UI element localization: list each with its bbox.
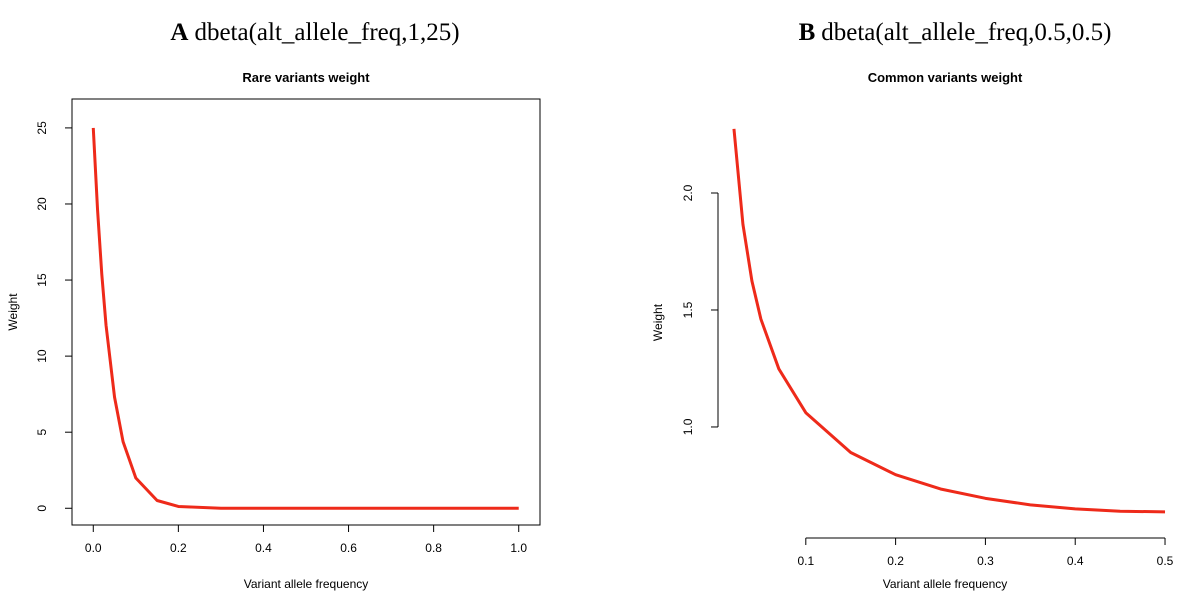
y-axis-label: Weight xyxy=(6,293,20,331)
y-tick-label: 20 xyxy=(35,197,49,211)
y-tick-label: 5 xyxy=(35,429,49,436)
y-tick-label: 25 xyxy=(35,121,49,135)
x-tick-label: 0.4 xyxy=(255,541,272,555)
panel-label: A xyxy=(170,19,188,46)
x-tick-label: 0.3 xyxy=(977,554,994,568)
panel-label: B xyxy=(799,19,816,46)
y-tick-label: 0 xyxy=(35,505,49,512)
plot-box xyxy=(71,98,541,526)
x-tick-label: 0.5 xyxy=(1157,554,1174,568)
y-tick-label: 1.0 xyxy=(681,418,695,435)
chart-title: Rare variants weight xyxy=(242,70,370,85)
x-axis-label: Variant allele frequency xyxy=(883,577,1008,591)
y-axis-label: Weight xyxy=(651,303,665,341)
x-tick-label: 0.8 xyxy=(425,541,442,555)
data-line xyxy=(732,128,1166,514)
x-tick-label: 0.6 xyxy=(340,541,357,555)
x-tick-label: 0.1 xyxy=(797,554,814,568)
y-tick-label: 1.5 xyxy=(681,301,695,318)
panel-caption: dbeta(alt_allele_freq,1,25) xyxy=(194,19,459,46)
chart-title: Common variants weight xyxy=(868,70,1023,85)
data-line xyxy=(91,127,519,510)
x-tick-label: 0.4 xyxy=(1067,554,1084,568)
x-tick-label: 1.0 xyxy=(510,541,527,555)
x-tick-label: 0.2 xyxy=(887,554,904,568)
panel-caption: dbeta(alt_allele_freq,0.5,0.5) xyxy=(821,19,1111,46)
y-tick-label: 2.0 xyxy=(681,184,695,201)
x-axis-label: Variant allele frequency xyxy=(244,577,369,591)
y-tick-label: 15 xyxy=(35,273,49,287)
x-tick-label: 0.2 xyxy=(170,541,187,555)
x-tick-label: 0.0 xyxy=(85,541,102,555)
y-tick-label: 10 xyxy=(35,349,49,363)
